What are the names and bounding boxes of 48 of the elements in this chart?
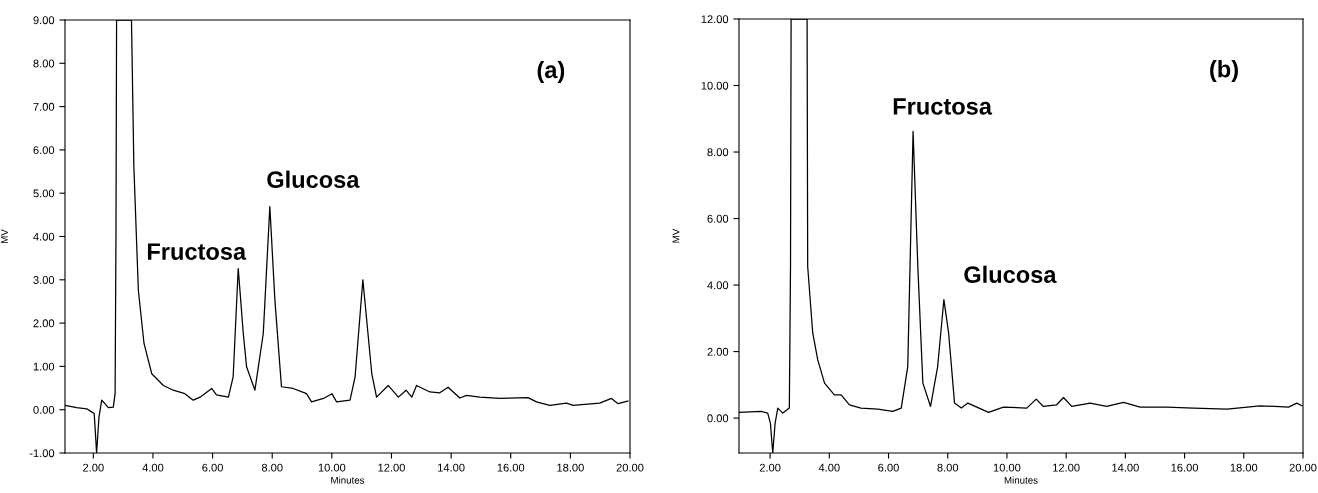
y-tick-label: 12.00 xyxy=(701,15,729,24)
x-tick-label: 16.00 xyxy=(497,463,525,472)
x-tick-label: 8.00 xyxy=(261,463,283,472)
y-tick-label: 5.00 xyxy=(33,189,55,198)
x-tick-label: 20.00 xyxy=(616,463,644,472)
x-tick-label: 4.00 xyxy=(818,463,840,472)
y-axis-title: MV xyxy=(1,229,8,243)
x-tick-label: 2.00 xyxy=(759,463,781,472)
x-tick-label: 14.00 xyxy=(438,463,465,472)
y-tick-label: 10.00 xyxy=(701,81,729,90)
y-tick-label: 6.00 xyxy=(33,146,55,155)
y-tick-label: -1.00 xyxy=(29,449,55,458)
y-tick-label: 9.00 xyxy=(33,16,55,25)
y-tick-label: 8.00 xyxy=(707,148,729,157)
x-tick-label: 2.00 xyxy=(83,463,104,472)
y-tick-label: 2.00 xyxy=(33,319,55,328)
annotation: Fructosa xyxy=(147,243,247,260)
x-tick-label: 12.00 xyxy=(1053,463,1080,472)
x-tick-label: 4.00 xyxy=(142,463,164,472)
x-axis-title: Minutes xyxy=(331,476,365,484)
annotation: Glucosa xyxy=(267,170,360,188)
x-axis-title: Minutes xyxy=(1004,476,1038,484)
y-tick-label: 0.00 xyxy=(707,414,729,423)
x-tick-label: 8.00 xyxy=(937,463,959,472)
x-tick-label: 10.00 xyxy=(993,463,1021,472)
annotation: (b) xyxy=(1210,60,1238,83)
annotation: Fructosa xyxy=(893,98,993,115)
x-tick-label: 12.00 xyxy=(378,463,405,472)
x-tick-label: 10.00 xyxy=(318,463,346,472)
y-tick-label: 3.00 xyxy=(33,276,55,284)
annotation: (a) xyxy=(537,60,565,83)
x-tick-label: 16.00 xyxy=(1171,463,1199,472)
y-tick-label: 4.00 xyxy=(707,281,729,290)
x-tick-label: 6.00 xyxy=(878,463,899,472)
x-tick-label: 6.00 xyxy=(202,463,223,472)
y-tick-label: 4.00 xyxy=(33,232,55,241)
x-tick-label: 18.00 xyxy=(1230,463,1258,472)
y-tick-label: 1.00 xyxy=(33,362,55,371)
y-tick-label: 6.00 xyxy=(707,214,729,223)
x-tick-label: 14.00 xyxy=(1112,463,1139,472)
y-tick-label: 2.00 xyxy=(707,347,729,356)
y-tick-label: 7.00 xyxy=(33,102,55,111)
x-tick-label: 18.00 xyxy=(557,463,584,472)
x-tick-label: 20.00 xyxy=(1289,463,1317,472)
y-tick-label: 0.00 xyxy=(33,405,55,414)
annotation: Glucosa xyxy=(964,265,1057,284)
y-tick-label: 8.00 xyxy=(33,59,55,68)
y-axis-title: MV xyxy=(672,228,680,243)
